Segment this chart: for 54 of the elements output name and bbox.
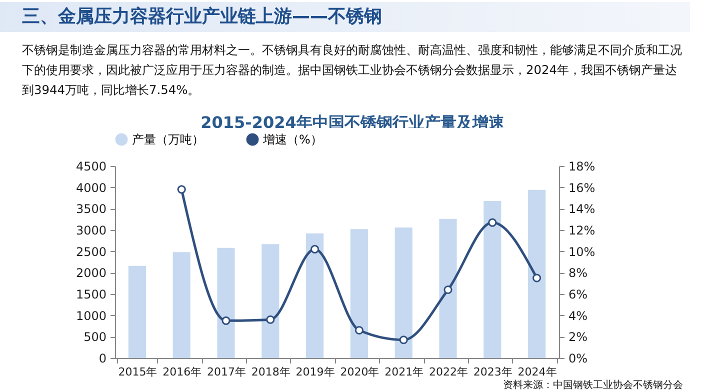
x-tick-label: 2021年 [384, 366, 424, 378]
bar [528, 190, 546, 358]
y2-tick-label: 14% [568, 202, 596, 216]
x-tick-label: 2022年 [429, 366, 468, 378]
point [222, 316, 230, 325]
point [399, 336, 408, 344]
y2-tick-label: 10% [568, 244, 596, 259]
bar [394, 227, 412, 358]
y2-tick-label: 12% [568, 224, 596, 238]
bar [439, 218, 457, 358]
bar [350, 229, 368, 358]
bar [217, 248, 235, 358]
point [177, 185, 186, 194]
y-tick-label: 2500 [76, 244, 106, 259]
y-tick-label: 1000 [76, 308, 106, 323]
x-tick-label: 2024年 [518, 366, 557, 378]
y2-tick-label: 4% [568, 308, 588, 323]
x-tick-label: 2018年 [251, 366, 290, 378]
point [266, 315, 275, 324]
x-tick-label: 2016年 [162, 366, 202, 378]
y2-tick-label: 16% [568, 180, 596, 195]
x-tick-label: 2020年 [340, 366, 380, 378]
point [532, 274, 542, 282]
point [310, 244, 320, 254]
point [354, 326, 364, 335]
bar [484, 200, 502, 358]
y-tick-label: 0 [98, 352, 106, 366]
y-tick-label: 3000 [76, 224, 106, 238]
x-tick-label: 2017年 [207, 366, 246, 378]
y-tick-label: 4000 [76, 180, 106, 195]
y2-tick-label: 6% [568, 288, 588, 302]
y-tick-label: 3500 [76, 202, 106, 216]
y-tick-label: 4500 [76, 160, 106, 174]
legend-label: 增速（%） [262, 132, 322, 147]
x-tick-label: 2019年 [296, 366, 335, 378]
y-tick-label: 500 [84, 330, 106, 344]
y2-tick-label: 2% [568, 330, 588, 344]
point [488, 218, 497, 227]
y2-tick-label: 8% [568, 266, 588, 280]
bar [172, 252, 190, 358]
y-tick-label: 2000 [76, 266, 106, 280]
legend-label: 产量（万吨） [132, 132, 204, 147]
bar [128, 266, 146, 358]
x-tick-label: 2023年 [473, 366, 512, 378]
text: 不锈钢是制造金属压力容器的常用材料之一。不锈钢具有良好的耐腐蚀性、耐高温性、强度和韧性，能够满足不同介质和工况下的使用要求，因此被广泛应用于压力容器的制造。据中国钢铁工业协会不锈钢分会数据显示，2024年，我国不锈钢产量达到3944万吨，同比增长7.54%。 [22, 42, 683, 99]
text: 资料来源：中国钢铁工业协会不锈钢分会 [503, 378, 683, 392]
text: 三、金属压力容器行业产业链上游——不锈钢 [0, 2, 690, 32]
x-tick-label: 2015年 [118, 366, 158, 378]
bar [262, 244, 280, 358]
y2-tick-label: 0% [568, 352, 588, 366]
point [444, 285, 452, 294]
y-tick-label: 1500 [76, 288, 106, 302]
y2-tick-label: 18% [568, 160, 596, 174]
bar [306, 233, 324, 358]
